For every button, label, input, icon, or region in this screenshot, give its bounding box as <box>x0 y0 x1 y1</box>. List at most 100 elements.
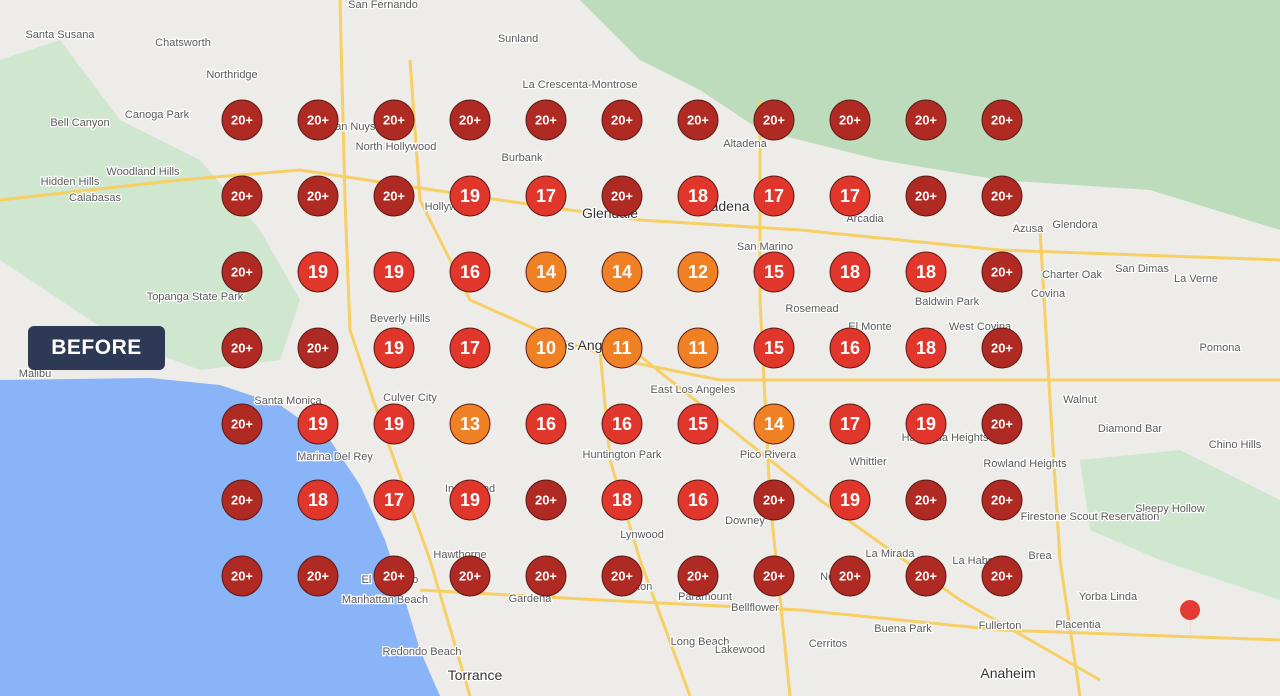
place-label: Lynwood <box>620 529 664 541</box>
rank-pin: 20+ <box>905 555 947 597</box>
rank-label: 16 <box>688 490 708 510</box>
rank-pin: 16 <box>829 327 871 369</box>
rank-label: 20+ <box>839 112 861 127</box>
rank-label: 20+ <box>611 188 633 203</box>
rank-label: 20+ <box>383 112 405 127</box>
rank-circle <box>373 99 415 141</box>
rank-label: 13 <box>460 414 480 434</box>
ocean <box>0 378 440 696</box>
rank-label: 15 <box>764 338 784 358</box>
rank-circle <box>525 479 567 521</box>
rank-pin: 20+ <box>221 251 263 293</box>
rank-pin: 20+ <box>829 555 871 597</box>
place-label: Walnut <box>1063 394 1097 406</box>
rank-label: 20+ <box>383 568 405 583</box>
place-label: Downey <box>725 515 765 527</box>
rank-circle <box>297 403 339 445</box>
rank-label: 20+ <box>991 492 1013 507</box>
place-label: Torrance <box>448 667 503 683</box>
rank-pin: 17 <box>525 175 567 217</box>
map-pin <box>1180 600 1201 648</box>
place-label: La Verne <box>1174 273 1218 285</box>
rank-pin: 15 <box>677 403 719 445</box>
rank-pin: 20+ <box>297 175 339 217</box>
rank-pin: 20+ <box>981 327 1023 369</box>
rank-label: 19 <box>916 414 936 434</box>
rank-label: 16 <box>536 414 556 434</box>
place-label: Topanga State Park <box>147 291 244 303</box>
rank-pin: 11 <box>677 327 719 369</box>
rank-label: 17 <box>840 414 860 434</box>
place-label: North Hollywood <box>356 141 437 153</box>
place-label: Firestone Scout Reservation <box>1021 511 1160 523</box>
rank-circle <box>753 555 795 597</box>
rank-pin: 20+ <box>601 99 643 141</box>
rank-circle <box>753 403 795 445</box>
place-label: Sleepy Hollow <box>1135 503 1205 515</box>
rank-label: 20+ <box>839 568 861 583</box>
place-label: Whittier <box>849 456 887 468</box>
place-label: Anaheim <box>980 665 1035 681</box>
rank-pin: 20+ <box>297 327 339 369</box>
rank-circle <box>221 327 263 369</box>
rank-circle <box>373 251 415 293</box>
rank-circle <box>221 555 263 597</box>
rank-label: 14 <box>764 414 784 434</box>
rank-label: 20+ <box>763 112 785 127</box>
rank-label: 16 <box>612 414 632 434</box>
rank-pin: 20+ <box>221 555 263 597</box>
rank-label: 15 <box>764 262 784 282</box>
rank-circle <box>297 327 339 369</box>
place-label: Pico Rivera <box>740 449 797 461</box>
rank-pin: 20+ <box>677 99 719 141</box>
rank-circle <box>221 251 263 293</box>
rank-pin: 20+ <box>449 99 491 141</box>
rank-label: 20+ <box>307 340 329 355</box>
rank-label: 20+ <box>383 188 405 203</box>
place-label: Yorba Linda <box>1079 591 1138 603</box>
place-label: San Dimas <box>1115 263 1169 275</box>
rank-pin: 20+ <box>525 555 567 597</box>
rank-pin: 14 <box>525 251 567 293</box>
place-label: Van Nuys <box>329 121 376 133</box>
rank-circle <box>373 479 415 521</box>
rank-pin: 20+ <box>449 555 491 597</box>
place-label: Santa Monica <box>254 395 322 407</box>
rank-pin: 18 <box>601 479 643 521</box>
rank-label: 20+ <box>535 492 557 507</box>
rank-circle <box>601 99 643 141</box>
rank-circle <box>373 403 415 445</box>
rank-label: 19 <box>308 262 328 282</box>
place-label: Glendora <box>1052 219 1098 231</box>
place-label: Placentia <box>1055 619 1101 631</box>
rank-label: 20+ <box>231 112 253 127</box>
rank-circle <box>297 479 339 521</box>
rank-circle <box>449 555 491 597</box>
rank-circle <box>981 99 1023 141</box>
rank-pin: 16 <box>677 479 719 521</box>
rank-pin: 20+ <box>981 403 1023 445</box>
place-label: Malibu <box>19 368 51 380</box>
rank-circle <box>601 479 643 521</box>
rank-pin: 16 <box>525 403 567 445</box>
rank-label: 20+ <box>991 264 1013 279</box>
place-label: Charter Oak <box>1042 269 1102 281</box>
rank-circle <box>753 251 795 293</box>
rank-pin: 20+ <box>981 555 1023 597</box>
rank-label: 20+ <box>231 188 253 203</box>
rank-circle <box>905 99 947 141</box>
rank-pin: 17 <box>449 327 491 369</box>
rank-pin: 20+ <box>753 555 795 597</box>
place-label: Huntington Park <box>583 449 662 461</box>
place-label: Manhattan Beach <box>342 594 428 606</box>
rank-circle <box>981 175 1023 217</box>
place-label: Hidden Hills <box>41 176 100 188</box>
before-badge: BEFORE <box>28 326 165 370</box>
rank-circle <box>449 99 491 141</box>
rank-pin: 17 <box>753 175 795 217</box>
rank-pin: 20+ <box>221 327 263 369</box>
rank-circle <box>221 479 263 521</box>
rank-circle <box>677 479 719 521</box>
rank-label: 19 <box>460 490 480 510</box>
rank-label: 17 <box>384 490 404 510</box>
